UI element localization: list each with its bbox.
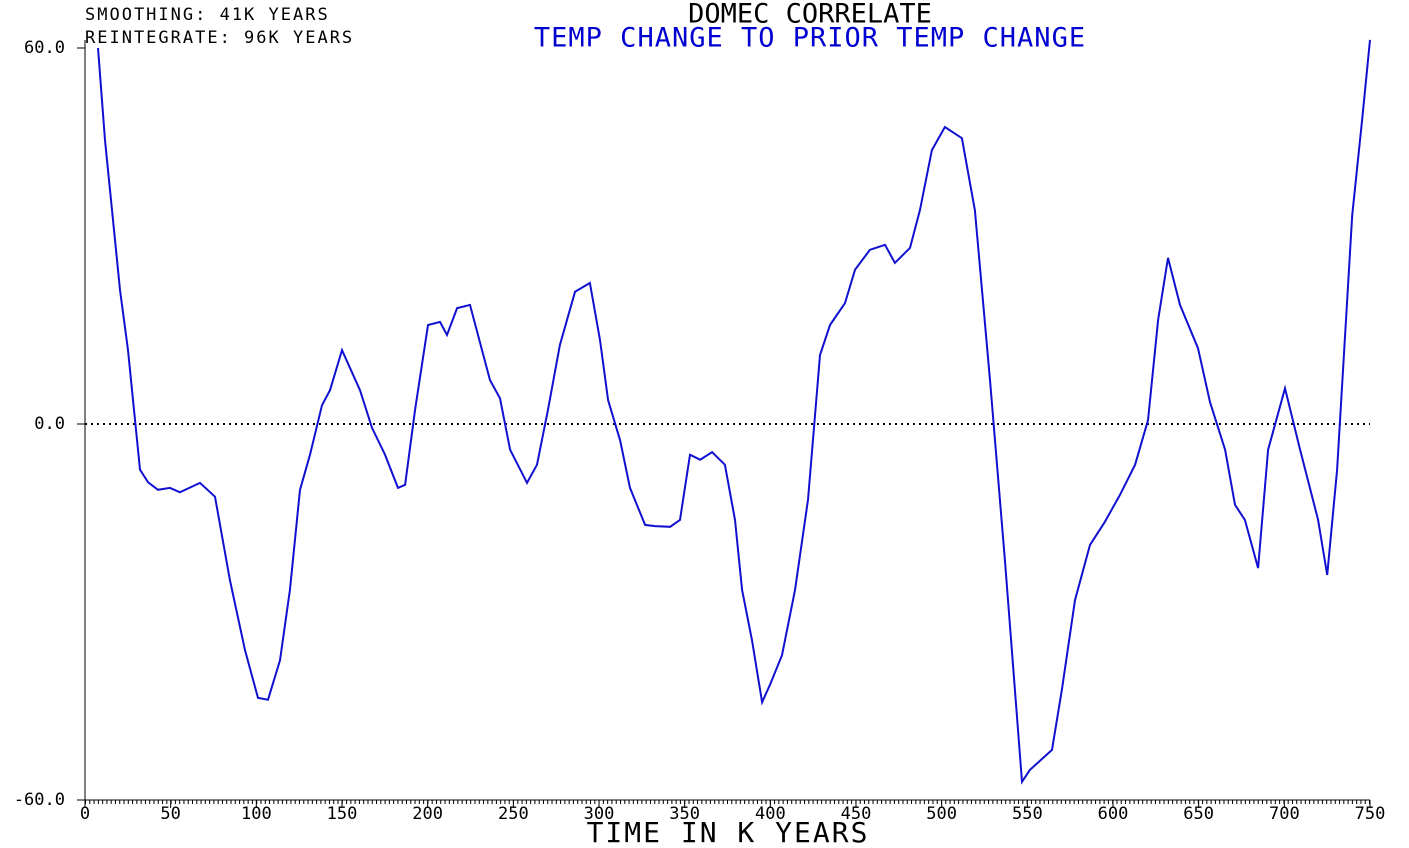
x-tick-label: 650 xyxy=(1183,804,1214,824)
x-axis-label: TIME IN K YEARS xyxy=(587,816,870,848)
x-tick-label: 700 xyxy=(1269,804,1300,824)
x-tick-label: 550 xyxy=(1012,804,1043,824)
data-line xyxy=(97,39,1371,785)
x-tick-label: 150 xyxy=(327,804,358,824)
x-tick-label: 300 xyxy=(584,804,615,824)
annotation: REINTEGRATE: 96K YEARS xyxy=(85,28,354,48)
x-tick-label: 600 xyxy=(1098,804,1129,824)
x-tick-label: 450 xyxy=(841,804,872,824)
x-tick-label: 0 xyxy=(80,804,90,824)
y-tick-label: 60.0 xyxy=(24,38,65,58)
x-tick-label: 500 xyxy=(926,804,957,824)
x-tick-label: 200 xyxy=(412,804,443,824)
annotation: SMOOTHING: 41K YEARS xyxy=(85,5,330,25)
y-tick-label: 0.0 xyxy=(34,414,65,434)
x-tick-label: 50 xyxy=(160,804,180,824)
x-tick-label: 750 xyxy=(1355,804,1386,824)
y-tick-label: -60.0 xyxy=(14,790,65,810)
x-tick-label: 250 xyxy=(498,804,529,824)
x-tick-label: 350 xyxy=(669,804,700,824)
x-tick-label: 400 xyxy=(755,804,786,824)
x-tick-label: 100 xyxy=(241,804,272,824)
chart-title: DOMEC CORRELATE xyxy=(688,0,932,30)
chart-subtitle: TEMP CHANGE TO PRIOR TEMP CHANGE xyxy=(534,23,1086,54)
